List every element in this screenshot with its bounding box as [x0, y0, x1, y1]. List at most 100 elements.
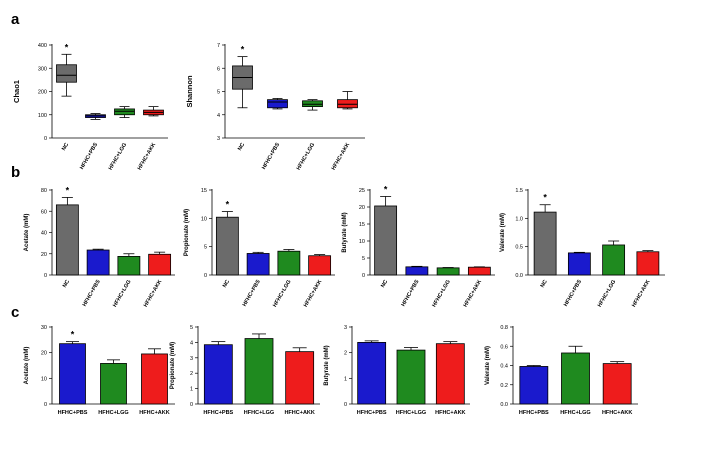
y-tick-label: 4 — [190, 340, 193, 346]
x-tick-label: HFHC+LGG — [431, 279, 451, 308]
y-tick-label: 0.6 — [500, 344, 508, 350]
bar — [467, 266, 491, 276]
y-tick-label: 10 — [201, 216, 207, 222]
bar — [435, 343, 465, 405]
chart-b-valerate: 0.0 0.5 1.0 1.5 Valerate (mM) * NC HFHC+PBS HFHC… — [500, 188, 665, 308]
x-tick-label: HFHC+PBS — [563, 279, 583, 308]
bar — [203, 344, 233, 405]
bar — [148, 253, 172, 276]
y-tick-label: 10 — [41, 376, 47, 382]
y-tick-label: 80 — [41, 188, 47, 194]
y-tick-label: 100 — [38, 113, 47, 119]
bar — [246, 253, 270, 276]
bar — [285, 351, 315, 405]
chart-chao1: 0 100 200 300 400 Chao1 * NC HFHC+PBS HFHC+LGG HFH… — [12, 42, 168, 171]
bar — [602, 363, 632, 405]
y-axis-label: Valerate (mM) — [500, 213, 506, 252]
bar — [215, 216, 239, 276]
y-tick-label: 400 — [38, 43, 47, 49]
significance-star: * — [226, 200, 230, 210]
bar — [561, 352, 590, 405]
panel-letter-c: c — [11, 304, 19, 321]
x-tick-label: HFHC+PBS — [401, 279, 421, 308]
bar — [374, 205, 398, 276]
y-tick-label: 30 — [41, 325, 47, 331]
x-tick-label: HFHC+AKK — [463, 279, 483, 308]
bar — [567, 252, 591, 276]
box — [114, 108, 135, 116]
y-tick-label: 5 — [217, 90, 220, 96]
y-tick-label: 300 — [38, 66, 47, 72]
bar — [602, 244, 626, 276]
y-tick-label: 1 — [190, 387, 193, 393]
y-tick-label: 2 — [190, 371, 193, 377]
chart-b-butyrate: 0 5 10 15 20 25 Butyrate (mM) * NC HFHC+PBS HFHC+L… — [342, 184, 495, 308]
y-tick-label: 0 — [344, 402, 347, 408]
chart-b-propionate: 0 5 10 15 Propionate (mM) * NC HFHC+PBS HFHC+LGG… — [184, 188, 335, 308]
x-tick-label: HFHC+LGG — [296, 142, 316, 171]
bar — [244, 338, 274, 405]
chart-c-acetate: 0 10 20 30 Acetate (mM) * HFHC+PBS HFHC+LGG HFHC… — [24, 325, 175, 416]
y-tick-label: 1.0 — [515, 216, 523, 222]
x-tick-label: HFHC+PBS — [357, 410, 387, 416]
x-tick-label: HFHC+AKK — [284, 410, 314, 416]
y-axis-label: Chao1 — [12, 80, 21, 103]
y-tick-label: 0.2 — [500, 383, 508, 389]
y-tick-label: 0.8 — [500, 325, 508, 331]
y-tick-label: 0 — [44, 136, 47, 142]
x-tick-label: NC — [62, 279, 71, 289]
y-tick-label: 0.5 — [515, 245, 523, 251]
bar — [100, 363, 127, 405]
y-tick-label: 1.5 — [515, 188, 523, 194]
box — [302, 100, 323, 108]
x-tick-label: HFHC+PBS — [261, 142, 281, 171]
y-axis-label: Acetate (mM) — [24, 347, 30, 385]
bar — [117, 256, 141, 276]
y-tick-label: 7 — [217, 43, 220, 49]
y-tick-label: 60 — [41, 209, 47, 215]
y-tick-label: 25 — [359, 188, 365, 194]
bar — [86, 249, 110, 276]
x-tick-label: HFHC+AKK — [137, 142, 157, 171]
y-tick-label: 5 — [204, 245, 207, 251]
x-tick-label: HFHC+AKK — [139, 410, 169, 416]
x-tick-label: HFHC+LGG — [272, 279, 292, 308]
y-tick-label: 0 — [190, 402, 193, 408]
chart-b-acetate: 0 20 40 60 80 Acetate (mM) * NC HFHC+PBS HFHC+LGG… — [24, 185, 175, 308]
box — [267, 99, 288, 109]
bar — [396, 349, 426, 405]
x-tick-label: NC — [540, 279, 549, 289]
bar — [533, 211, 557, 276]
x-tick-label: HFHC+LGG — [108, 142, 128, 171]
y-tick-label: 15 — [359, 222, 365, 228]
y-tick-label: 15 — [201, 188, 207, 194]
bar — [277, 250, 301, 276]
bar — [519, 366, 549, 405]
x-tick-label: HFHC+PBS — [58, 410, 88, 416]
bar — [59, 343, 86, 405]
y-tick-label: 20 — [359, 205, 365, 211]
x-tick-label: HFHC+LGG — [244, 410, 274, 416]
significance-star: * — [543, 193, 547, 203]
y-tick-label: 0 — [204, 273, 207, 279]
significance-star: * — [66, 185, 70, 195]
y-tick-label: 3 — [217, 136, 220, 142]
chart-shannon: 3 4 5 6 7 Shannon * NC HFHC+PBS HFHC+LGG HFHC+AKK — [185, 43, 365, 171]
y-tick-label: 2 — [344, 351, 347, 357]
x-tick-label: HFHC+AKK — [435, 410, 465, 416]
y-tick-label: 0.0 — [500, 402, 508, 408]
y-axis-label: Valerate (mM) — [485, 346, 491, 385]
y-axis-label: Shannon — [185, 75, 194, 107]
x-tick-label: HFHC+LGG — [560, 410, 590, 416]
x-tick-label: HFHC+AKK — [631, 279, 651, 308]
x-tick-label: HFHC+AKK — [303, 279, 323, 308]
significance-star: * — [65, 42, 69, 52]
y-tick-label: 3 — [190, 356, 193, 362]
y-tick-label: 3 — [344, 325, 347, 331]
x-tick-label: HFHC+LGG — [396, 410, 426, 416]
y-tick-label: 5 — [190, 325, 193, 331]
x-tick-label: NC — [237, 142, 246, 152]
x-tick-label: HFHC+PBS — [519, 410, 549, 416]
y-tick-label: 5 — [362, 256, 365, 262]
